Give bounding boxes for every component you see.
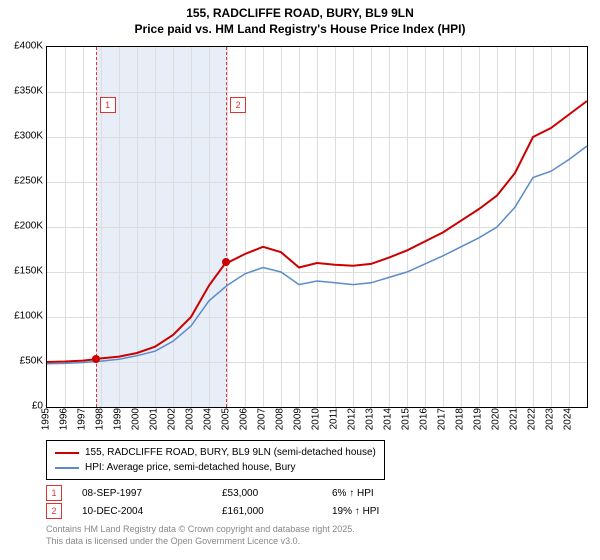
legend: 155, RADCLIFFE ROAD, BURY, BL9 9LN (semi… — [46, 440, 385, 480]
series-line — [47, 146, 587, 364]
x-tick-label: 2020 — [491, 408, 502, 430]
x-tick-label: 2015 — [401, 408, 412, 430]
x-tick-label: 2008 — [275, 408, 286, 430]
transaction-marker: 2 — [46, 503, 62, 519]
footer-note: Contains HM Land Registry data © Crown c… — [46, 524, 355, 547]
x-tick-label: 1999 — [113, 408, 124, 430]
plot-area: 12 — [46, 46, 588, 408]
legend-item: HPI: Average price, semi-detached house,… — [55, 460, 376, 475]
x-tick-label: 1995 — [41, 408, 52, 430]
marker-badge: 1 — [100, 97, 116, 113]
transaction-row: 1 08-SEP-1997£53,0006% ↑ HPI — [46, 484, 432, 502]
x-tick-label: 2001 — [149, 408, 160, 430]
x-tick-label: 2005 — [221, 408, 232, 430]
title-line2: Price paid vs. HM Land Registry's House … — [0, 22, 600, 38]
series-lines — [47, 47, 587, 407]
marker-badge: 2 — [230, 97, 246, 113]
sale-point — [222, 258, 230, 266]
x-tick-label: 2002 — [167, 408, 178, 430]
y-tick-label: £250K — [14, 176, 43, 187]
x-tick-label: 2022 — [527, 408, 538, 430]
transaction-date: 08-SEP-1997 — [82, 488, 222, 499]
x-tick-label: 2021 — [509, 408, 520, 430]
x-tick-label: 2004 — [203, 408, 214, 430]
x-tick-label: 2003 — [185, 408, 196, 430]
footer-line1: Contains HM Land Registry data © Crown c… — [46, 524, 355, 536]
x-tick-label: 2012 — [347, 408, 358, 430]
y-tick-label: £300K — [14, 131, 43, 142]
x-tick-label: 2011 — [329, 408, 340, 430]
x-tick-label: 2017 — [437, 408, 448, 430]
x-tick-label: 2018 — [455, 408, 466, 430]
legend-label: HPI: Average price, semi-detached house,… — [85, 460, 295, 475]
y-tick-label: £200K — [14, 221, 43, 232]
title-block: 155, RADCLIFFE ROAD, BURY, BL9 9LN Price… — [0, 0, 600, 37]
x-tick-label: 2006 — [239, 408, 250, 430]
y-tick-label: £100K — [14, 311, 43, 322]
y-tick-label: £50K — [20, 356, 43, 367]
sale-point — [92, 355, 100, 363]
title-line1: 155, RADCLIFFE ROAD, BURY, BL9 9LN — [0, 6, 600, 22]
x-tick-label: 2010 — [311, 408, 322, 430]
x-tick-label: 2019 — [473, 408, 484, 430]
x-tick-label: 2014 — [383, 408, 394, 430]
transaction-delta: 19% ↑ HPI — [332, 506, 432, 517]
transaction-table: 1 08-SEP-1997£53,0006% ↑ HPI 2 10-DEC-2004£… — [46, 484, 432, 520]
series-line — [47, 101, 587, 362]
transaction-price: £53,000 — [222, 488, 332, 499]
transaction-marker: 1 — [46, 485, 62, 501]
y-tick-label: £150K — [14, 266, 43, 277]
x-tick-label: 2013 — [365, 408, 376, 430]
x-tick-label: 1998 — [95, 408, 106, 430]
legend-swatch — [55, 452, 79, 454]
legend-swatch — [55, 467, 79, 469]
transaction-price: £161,000 — [222, 506, 332, 517]
x-tick-label: 2000 — [131, 408, 142, 430]
legend-item: 155, RADCLIFFE ROAD, BURY, BL9 9LN (semi… — [55, 445, 376, 460]
x-tick-label: 2024 — [563, 408, 574, 430]
x-tick-label: 1996 — [59, 408, 70, 430]
x-tick-label: 2009 — [293, 408, 304, 430]
footer-line2: This data is licensed under the Open Gov… — [46, 536, 355, 548]
transaction-delta: 6% ↑ HPI — [332, 488, 432, 499]
transaction-date: 10-DEC-2004 — [82, 506, 222, 517]
x-tick-label: 2007 — [257, 408, 268, 430]
x-tick-label: 1997 — [77, 408, 88, 430]
x-tick-label: 2023 — [545, 408, 556, 430]
y-tick-label: £350K — [14, 86, 43, 97]
y-tick-label: £400K — [14, 41, 43, 52]
transaction-row: 2 10-DEC-2004£161,00019% ↑ HPI — [46, 502, 432, 520]
chart-container: 155, RADCLIFFE ROAD, BURY, BL9 9LN Price… — [0, 0, 600, 560]
x-tick-label: 2016 — [419, 408, 430, 430]
legend-label: 155, RADCLIFFE ROAD, BURY, BL9 9LN (semi… — [85, 445, 376, 460]
